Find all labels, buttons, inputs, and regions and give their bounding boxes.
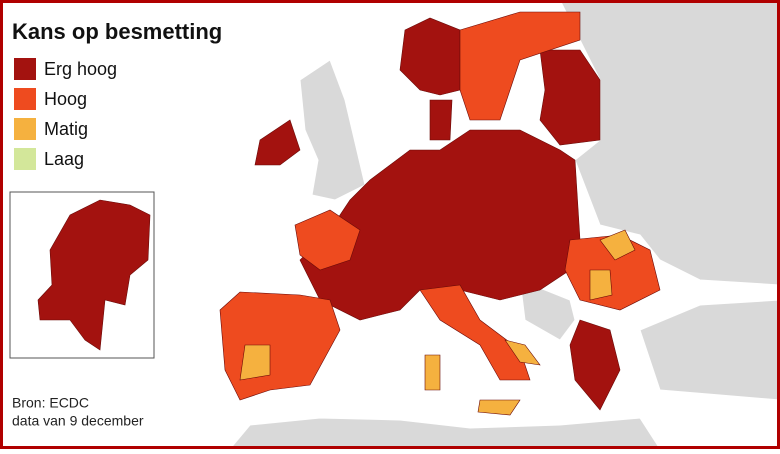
region <box>254 119 301 166</box>
region <box>419 284 531 381</box>
region <box>294 209 361 271</box>
legend-swatch <box>14 148 36 170</box>
region <box>399 17 461 96</box>
legend-label: Erg hoog <box>44 59 117 79</box>
land <box>228 417 661 450</box>
region <box>459 11 581 121</box>
region <box>37 199 151 351</box>
region <box>429 99 453 141</box>
legend-swatch <box>14 88 36 110</box>
region <box>589 269 613 301</box>
region <box>569 319 621 411</box>
legend-label: Hoog <box>44 89 87 109</box>
region <box>599 229 636 261</box>
legend: Erg hoog Hoog Matig Laag <box>14 58 117 170</box>
land <box>559 0 780 286</box>
region <box>299 129 581 321</box>
region <box>504 339 541 366</box>
region <box>477 399 521 416</box>
title: Kans op besmetting <box>12 19 222 44</box>
region <box>424 354 441 391</box>
legend-swatch <box>14 118 36 140</box>
land <box>519 279 576 341</box>
region <box>539 49 601 146</box>
date-note: data van 9 december <box>12 413 144 429</box>
legend-swatch <box>14 58 36 80</box>
legend-label: Matig <box>44 119 88 139</box>
land <box>639 299 780 401</box>
legend-label: Laag <box>44 149 84 169</box>
land <box>299 59 366 201</box>
region <box>239 344 271 381</box>
source: Bron: ECDC <box>12 395 89 411</box>
regions <box>219 11 661 416</box>
